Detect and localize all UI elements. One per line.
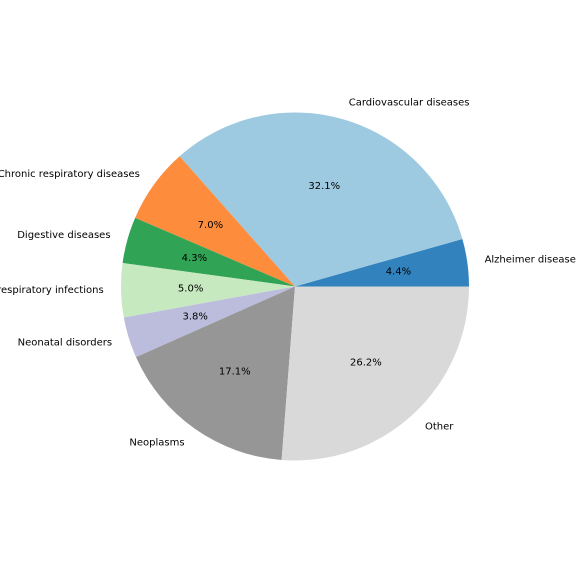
pie-slice-digestive-diseases: [122, 217, 295, 287]
pct-label-lower-respiratory-infections: 5.0%: [178, 283, 203, 294]
category-labels: Alzheimer disease Cardiovascular diseases…: [0, 97, 576, 448]
pie-slice-cardiovascular-diseases: [179, 112, 463, 287]
category-label-alzheimer-disease: Alzheimer disease: [485, 255, 576, 266]
category-label-chronic-respiratory-diseases: Chronic respiratory diseases: [0, 169, 140, 180]
pct-label-chronic-respiratory-diseases: 7.0%: [198, 220, 223, 231]
category-label-other: Other: [425, 421, 454, 432]
category-label-neoplasms: Neoplasms: [129, 437, 184, 448]
percentage-labels: 4.4% 32.1% 7.0% 4.3% 5.0% 3.8% 17.1% 26.2%: [178, 181, 411, 377]
pie-slice-chronic-respiratory-diseases: [135, 156, 295, 287]
pct-label-cardiovascular-diseases: 32.1%: [308, 181, 340, 192]
pie-slice-neonatal-disorders: [123, 286, 295, 358]
category-label-lower-respiratory-infections: Lower respiratory infections: [0, 285, 104, 296]
pct-label-neonatal-disorders: 3.8%: [183, 312, 208, 323]
pie-slices: [121, 112, 469, 461]
pct-label-digestive-diseases: 4.3%: [182, 253, 207, 264]
pct-label-alzheimer-disease: 4.4%: [386, 267, 411, 278]
category-label-digestive-diseases: Digestive diseases: [17, 230, 110, 241]
category-label-cardiovascular-diseases: Cardiovascular diseases: [349, 97, 470, 108]
pie-slice-alzheimer-disease: [295, 238, 469, 287]
pie-slice-neoplasms: [136, 286, 295, 460]
pie-slice-lower-respiratory-infections: [121, 263, 295, 318]
pie-slice-other: [281, 286, 469, 461]
category-label-neonatal-disorders: Neonatal disorders: [18, 337, 112, 348]
pct-label-other: 26.2%: [350, 358, 382, 369]
pct-label-neoplasms: 17.1%: [219, 366, 251, 377]
